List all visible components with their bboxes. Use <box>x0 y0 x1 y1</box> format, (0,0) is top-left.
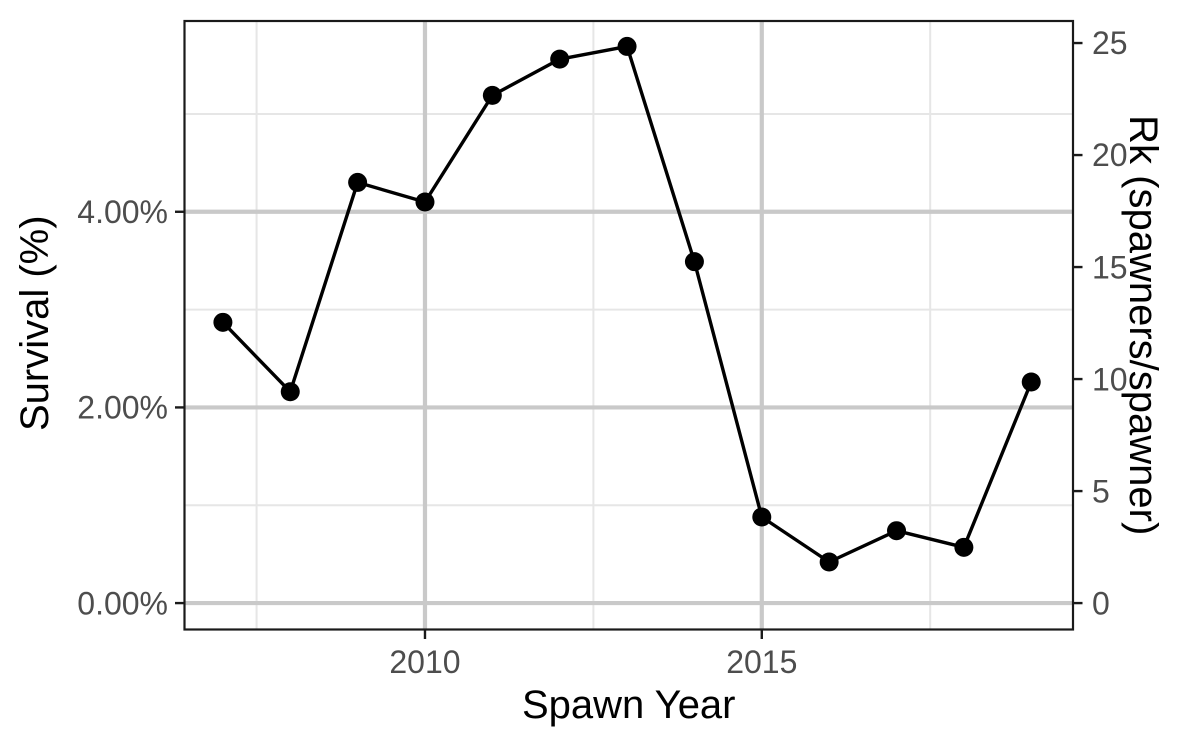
data-point <box>954 537 974 557</box>
y-right-tick-label: 0 <box>1092 585 1110 621</box>
data-point <box>1021 372 1041 392</box>
y-left-tick-label: 2.00% <box>77 390 168 426</box>
panel-border <box>183 19 1075 631</box>
y-right-tick-label: 15 <box>1092 249 1128 285</box>
data-point <box>213 312 233 332</box>
x-axis-title: Spawn Year <box>522 683 736 727</box>
data-point <box>550 49 570 69</box>
y-right-tick-label: 5 <box>1092 473 1110 509</box>
y-right-axis-title: Rk (spawners/spawner) <box>1121 115 1165 535</box>
y-right-tick-label: 20 <box>1092 137 1128 173</box>
y-left-tick-label: 4.00% <box>77 194 168 230</box>
x-tick-label: 2015 <box>726 644 797 680</box>
y-left-tick-label: 0.00% <box>77 585 168 621</box>
data-point <box>482 85 502 105</box>
y-left-axis-title: Survival (%) <box>13 215 57 431</box>
data-point <box>617 36 637 56</box>
data-point <box>819 552 839 572</box>
y-right-tick-label: 25 <box>1092 25 1128 61</box>
x-tick-label: 2010 <box>389 644 460 680</box>
data-point <box>280 382 300 402</box>
data-point <box>415 192 435 212</box>
data-point <box>684 252 704 272</box>
data-point <box>887 521 907 541</box>
y-right-tick-label: 10 <box>1092 361 1128 397</box>
data-point <box>348 172 368 192</box>
data-point <box>752 507 772 527</box>
